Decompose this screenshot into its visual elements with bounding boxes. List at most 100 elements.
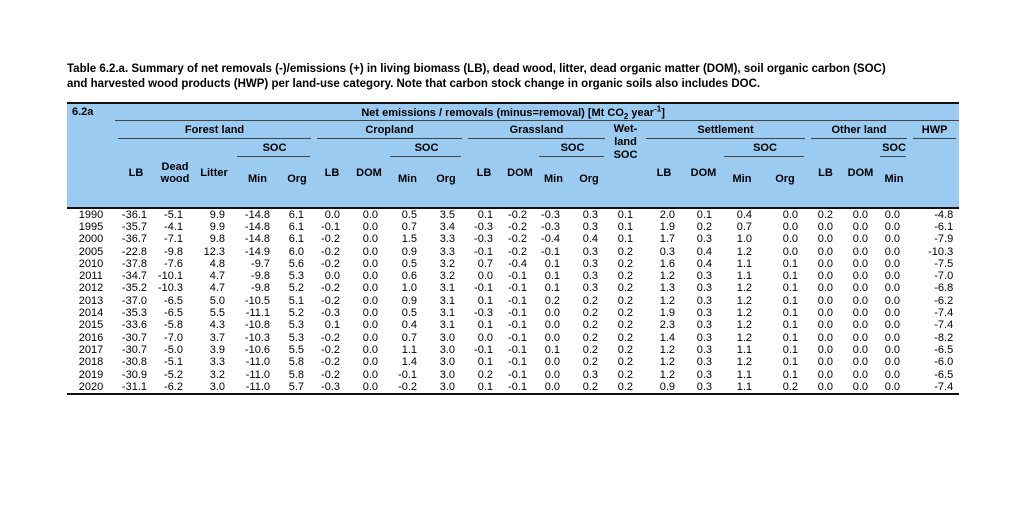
cell-forest_soc_org: 6.1 <box>288 208 304 221</box>
cell-cropland_dom: 0.0 <box>362 319 378 332</box>
cell-cropland_soc_min: 0.7 <box>401 220 417 233</box>
cell-cropland_dom: 0.0 <box>362 294 378 307</box>
cell-hwp: -7.4 <box>934 319 954 332</box>
cell-otherland_soc_min: 0.0 <box>884 220 900 233</box>
cell-grassland_soc_org: 0.3 <box>582 270 598 283</box>
cell-hwp: -7.5 <box>934 257 954 270</box>
cell-forest_litter: 9.8 <box>209 233 225 246</box>
cell-forest_lb: -22.8 <box>121 245 147 258</box>
cell-hwp: -8.2 <box>934 331 954 344</box>
cell-grassland_soc_org: 0.2 <box>582 319 598 332</box>
cell-forest_lb: -30.9 <box>121 368 147 381</box>
cell-cropland_soc_org: 3.0 <box>439 331 455 344</box>
cell-forest_dead_wood: -7.1 <box>164 233 183 246</box>
cell-cropland_dom: 0.0 <box>362 270 378 283</box>
header-forest-lb: LB <box>115 139 157 209</box>
cell-settlement_dom: 0.3 <box>696 282 712 295</box>
cell-otherland_lb: 0.0 <box>817 356 833 369</box>
cell-otherland_soc_min: 0.0 <box>884 356 900 369</box>
cell-otherland_dom: 0.0 <box>852 343 868 356</box>
cell-hwp: -7.4 <box>910 381 960 396</box>
cell-settlement_soc_org: 0.0 <box>782 220 798 233</box>
cell-forest_litter: 9.9 <box>209 220 225 233</box>
cell-settlement_dom: 0.3 <box>696 233 712 246</box>
cell-cropland_lb: -0.3 <box>314 381 350 396</box>
cell-otherland_soc_min: 0.0 <box>884 307 900 320</box>
cell-hwp: -6.1 <box>934 220 954 233</box>
cell-forest_dead_wood: -6.5 <box>164 294 183 307</box>
cell-grassland_soc_org: 0.3 <box>582 220 598 233</box>
cell-settlement_lb: 1.6 <box>659 257 675 270</box>
cell-settlement_lb: 1.2 <box>659 356 675 369</box>
cell-settlement_dom: 0.3 <box>685 381 722 396</box>
cell-settlement_soc_min: 1.2 <box>736 331 752 344</box>
cell-forest_soc_min: -11.0 <box>245 368 270 381</box>
cell-otherland_dom: 0.0 <box>852 356 868 369</box>
cell-cropland_soc_min: 1.4 <box>401 356 417 369</box>
cell-cropland_dom: 0.0 <box>362 282 378 295</box>
cell-hwp: -7.4 <box>934 307 954 320</box>
cell-otherland_soc_min: 0.0 <box>884 270 900 283</box>
cell-otherland_lb: 0.0 <box>817 331 833 344</box>
cell-forest_dead_wood: -5.1 <box>164 356 183 369</box>
group-header-forest-land: Forest land <box>115 121 314 139</box>
cell-grassland_soc_org: 0.2 <box>582 356 598 369</box>
cell-grassland_dom: -0.2 <box>508 245 527 258</box>
year-cell: 2017 <box>78 343 104 356</box>
unit-header: Net emissions / removals (minus=removal)… <box>361 104 665 121</box>
cell-grassland_soc_org: 0.2 <box>570 381 608 396</box>
cell-grassland_lb: 0.7 <box>477 257 493 270</box>
cell-grassland_soc_org: 0.3 <box>582 245 598 258</box>
cell-otherland_lb: 0.0 <box>817 257 833 270</box>
cell-forest_soc_org: 5.3 <box>288 270 304 283</box>
cell-settlement_lb: 1.2 <box>659 343 675 356</box>
cell-otherland_dom: 0.0 <box>852 233 868 246</box>
cell-grassland_lb: 0.0 <box>477 331 493 344</box>
cell-otherland_dom: 0.0 <box>852 282 868 295</box>
header-hwp-spacer <box>910 139 960 209</box>
cell-forest_soc_org: 6.1 <box>288 220 304 233</box>
cell-settlement_soc_org: 0.1 <box>782 270 798 283</box>
cell-settlement_soc_org: 0.1 <box>782 294 798 307</box>
cell-otherland_dom: 0.0 <box>852 331 868 344</box>
table-row: 2017 -30.7 -5.0 3.9 -10.6 5.5 -0.2 0.0 1.1 3.0 -0.… <box>67 344 959 356</box>
cell-forest_dead_wood: -6.5 <box>164 307 183 320</box>
cell-settlement_soc_org: 0.1 <box>782 331 798 344</box>
cell-otherland_lb: 0.0 <box>808 381 843 396</box>
group-header-wetland-soc: Wet- land SOC <box>608 121 643 209</box>
cell-cropland_soc_org: 3.0 <box>439 356 455 369</box>
cell-cropland_lb: -0.2 <box>321 233 340 246</box>
cell-settlement_soc_min: 0.4 <box>736 208 752 221</box>
cell-forest_dead_wood: -6.2 <box>157 381 193 396</box>
cell-settlement_soc_org: 0.1 <box>782 343 798 356</box>
cell-forest_soc_org: 5.3 <box>288 319 304 332</box>
cell-otherland_lb: 0.2 <box>817 208 833 221</box>
cell-cropland_dom: 0.0 <box>362 356 378 369</box>
cell-otherland_soc_min: 0.0 <box>884 282 900 295</box>
header-cropland-dom: DOM <box>350 139 388 209</box>
cell-grassland_dom: -0.1 <box>508 331 527 344</box>
cell-cropland_dom: 0.0 <box>350 381 388 396</box>
cell-settlement_dom: 0.3 <box>696 331 712 344</box>
cell-wetland_soc: 0.2 <box>617 307 633 320</box>
cell-forest_dead_wood: -5.0 <box>164 343 183 356</box>
cell-grassland_lb: 0.1 <box>477 356 493 369</box>
cell-grassland_dom: -0.2 <box>508 233 527 246</box>
cell-forest_litter: 4.8 <box>209 257 225 270</box>
cell-forest_lb: -31.1 <box>115 381 157 396</box>
cell-forest_litter: 3.3 <box>209 356 225 369</box>
header-settlement-dom: DOM <box>685 139 722 209</box>
cell-forest_dead_wood: -5.8 <box>164 319 183 332</box>
header-grassland-soc-min: Min <box>537 157 570 209</box>
table-row: 2016 -30.7 -7.0 3.7 -10.3 5.3 -0.2 0.0 0.7 3.0 0.0… <box>67 332 959 344</box>
cell-settlement_soc_min: 1.2 <box>736 245 752 258</box>
cell-cropland_soc_min: 0.5 <box>401 307 417 320</box>
cell-wetland_soc: 0.1 <box>617 208 633 221</box>
cell-settlement_soc_org: 0.1 <box>782 319 798 332</box>
cell-forest_soc_org: 5.2 <box>288 307 304 320</box>
group-header-hwp: HWP <box>910 121 960 139</box>
year-cell: 1995 <box>78 220 104 233</box>
table-row: 1995 -35.7 -4.1 9.9 -14.8 6.1 -0.1 0.0 0.7 3.4 -0.… <box>67 221 959 233</box>
cell-otherland_lb: 0.0 <box>817 270 833 283</box>
cell-grassland_soc_min: -0.4 <box>541 233 560 246</box>
